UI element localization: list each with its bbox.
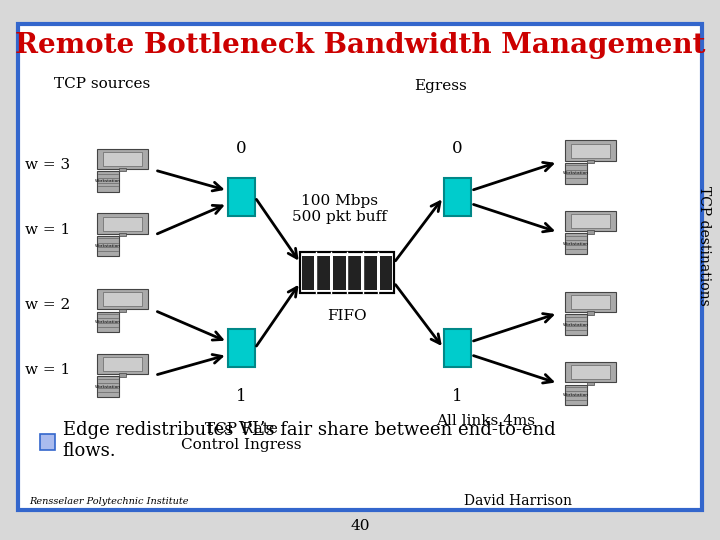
FancyBboxPatch shape <box>444 329 471 367</box>
FancyBboxPatch shape <box>96 354 148 374</box>
FancyBboxPatch shape <box>571 295 610 309</box>
FancyBboxPatch shape <box>96 171 120 192</box>
Bar <box>40 434 55 450</box>
Bar <box>379 255 392 289</box>
Text: w = 1: w = 1 <box>25 222 71 237</box>
Text: 0: 0 <box>236 140 246 157</box>
FancyBboxPatch shape <box>96 236 120 256</box>
FancyBboxPatch shape <box>571 144 610 158</box>
Bar <box>348 255 361 289</box>
FancyBboxPatch shape <box>96 213 148 234</box>
FancyBboxPatch shape <box>96 148 148 169</box>
FancyBboxPatch shape <box>228 178 255 216</box>
Text: FIFO: FIFO <box>327 309 367 323</box>
Text: w = 1: w = 1 <box>25 363 71 377</box>
Text: w = 2: w = 2 <box>25 298 71 312</box>
FancyBboxPatch shape <box>119 233 126 237</box>
FancyBboxPatch shape <box>96 289 148 309</box>
Text: Edge redistributes VL’s fair share between end-to-end
flows.: Edge redistributes VL’s fair share betwe… <box>63 421 555 460</box>
Text: 1: 1 <box>236 388 246 406</box>
FancyBboxPatch shape <box>587 312 594 315</box>
FancyBboxPatch shape <box>571 365 610 379</box>
FancyBboxPatch shape <box>103 292 142 306</box>
Text: TCP Rate
Control Ingress: TCP Rate Control Ingress <box>181 422 302 453</box>
Text: Remote Bottleneck Bandwidth Management: Remote Bottleneck Bandwidth Management <box>14 32 706 59</box>
Text: Workstation: Workstation <box>95 179 121 184</box>
Text: All links 4ms: All links 4ms <box>436 414 536 428</box>
FancyBboxPatch shape <box>587 160 594 164</box>
FancyBboxPatch shape <box>564 140 616 161</box>
FancyBboxPatch shape <box>564 233 588 254</box>
FancyBboxPatch shape <box>96 376 120 397</box>
Bar <box>300 252 394 293</box>
Text: Workstation: Workstation <box>95 384 121 389</box>
Text: 0: 0 <box>452 140 462 157</box>
FancyBboxPatch shape <box>103 357 142 371</box>
Text: Workstation: Workstation <box>563 322 589 327</box>
FancyBboxPatch shape <box>119 374 126 377</box>
Bar <box>364 255 377 289</box>
Text: w = 3: w = 3 <box>25 158 71 172</box>
FancyBboxPatch shape <box>103 152 142 166</box>
Text: Workstation: Workstation <box>563 241 589 246</box>
FancyBboxPatch shape <box>96 312 120 332</box>
FancyBboxPatch shape <box>103 217 142 231</box>
Text: 100 Mbps
500 pkt buff: 100 Mbps 500 pkt buff <box>292 194 387 224</box>
FancyBboxPatch shape <box>564 384 588 405</box>
FancyBboxPatch shape <box>564 292 616 312</box>
Bar <box>333 255 346 289</box>
FancyBboxPatch shape <box>571 214 610 228</box>
Text: Workstation: Workstation <box>95 244 121 248</box>
Text: Egress: Egress <box>414 79 467 93</box>
Text: 1: 1 <box>452 388 462 406</box>
FancyBboxPatch shape <box>587 231 594 234</box>
FancyBboxPatch shape <box>587 382 594 385</box>
Text: David Harrison: David Harrison <box>464 494 572 508</box>
FancyBboxPatch shape <box>119 309 126 312</box>
Bar <box>318 255 330 289</box>
Text: Workstation: Workstation <box>563 393 589 397</box>
Text: 40: 40 <box>350 519 370 534</box>
Bar <box>302 255 315 289</box>
Text: TCP sources: TCP sources <box>54 77 150 91</box>
FancyBboxPatch shape <box>564 314 588 335</box>
FancyBboxPatch shape <box>119 168 126 172</box>
FancyBboxPatch shape <box>18 24 702 510</box>
Bar <box>300 252 394 293</box>
FancyBboxPatch shape <box>228 329 255 367</box>
Text: Workstation: Workstation <box>563 171 589 176</box>
FancyBboxPatch shape <box>564 163 588 184</box>
Text: Workstation: Workstation <box>95 320 121 324</box>
Text: TCP destinations: TCP destinations <box>697 186 711 306</box>
FancyBboxPatch shape <box>564 211 616 231</box>
Text: Rensselaer Polytechnic Institute: Rensselaer Polytechnic Institute <box>29 497 189 505</box>
FancyBboxPatch shape <box>564 362 616 382</box>
FancyBboxPatch shape <box>444 178 471 216</box>
